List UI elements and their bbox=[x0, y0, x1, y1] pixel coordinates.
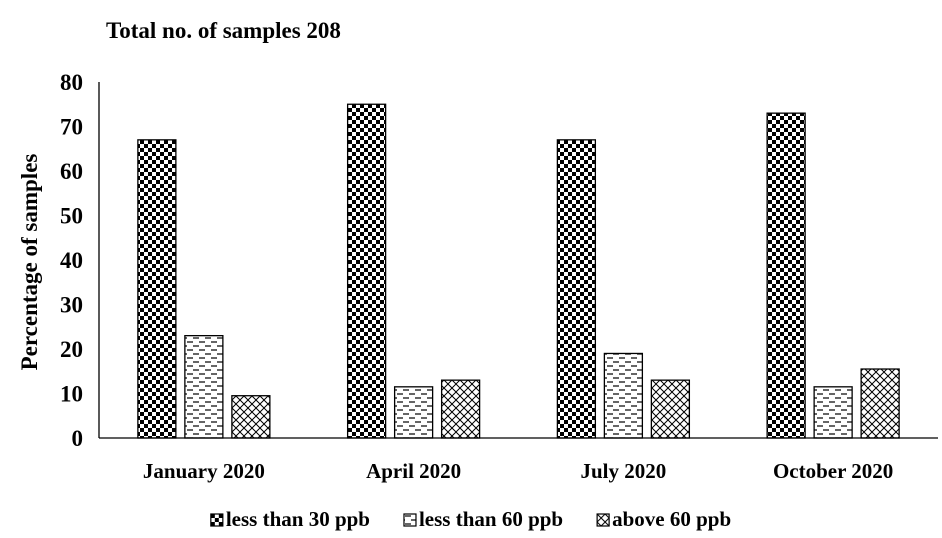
legend-item-checker: less than 30 ppb bbox=[210, 507, 370, 531]
bar-dashes-3 bbox=[813, 386, 853, 439]
chart-title: Total no. of samples 208 bbox=[106, 18, 341, 43]
bar-checker-2 bbox=[556, 139, 597, 439]
x-axis-ticks: January 2020 April 2020 July 2020 October 2… bbox=[143, 459, 893, 483]
y-tick-label: 10 bbox=[60, 382, 83, 407]
y-tick-label: 30 bbox=[60, 293, 83, 318]
legend-item-crosshatch: above 60 ppb bbox=[596, 507, 731, 531]
y-tick-label: 0 bbox=[72, 426, 84, 451]
bars bbox=[137, 103, 900, 439]
legend-swatch bbox=[403, 513, 417, 527]
y-axis-ticks: 0 10 20 30 40 50 60 70 80 bbox=[60, 70, 83, 451]
bar-crosshatch-2 bbox=[650, 379, 691, 439]
bar-dashes-2 bbox=[603, 352, 644, 439]
y-tick-label: 50 bbox=[60, 204, 83, 229]
legend-label: less than 30 ppb bbox=[226, 507, 370, 531]
bar-crosshatch-3 bbox=[860, 368, 900, 439]
legend-label: above 60 ppb bbox=[612, 507, 731, 531]
y-tick-label: 70 bbox=[60, 115, 83, 140]
bar-dashes-1 bbox=[393, 386, 434, 439]
legend-swatch bbox=[210, 513, 224, 527]
bar-checker-1 bbox=[346, 103, 387, 439]
legend: less than 30 ppb less than 60 ppb above 60… bbox=[210, 507, 731, 531]
bar-dashes-0 bbox=[184, 334, 224, 439]
y-tick-label: 60 bbox=[60, 159, 83, 184]
y-tick-label: 80 bbox=[60, 70, 83, 95]
x-tick-label: April 2020 bbox=[366, 459, 461, 483]
y-tick-label: 20 bbox=[60, 337, 83, 362]
bar-checker-0 bbox=[137, 139, 177, 439]
legend-item-dashes: less than 60 ppb bbox=[403, 507, 563, 531]
legend-label: less than 60 ppb bbox=[419, 507, 563, 531]
y-tick-label: 40 bbox=[60, 248, 83, 273]
x-tick-label: October 2020 bbox=[773, 459, 893, 483]
bar-crosshatch-0 bbox=[231, 395, 271, 439]
y-axis-label: Percentage of samples bbox=[17, 154, 42, 371]
bar-checker-3 bbox=[766, 112, 806, 439]
x-tick-label: January 2020 bbox=[143, 459, 265, 483]
legend-swatch bbox=[596, 513, 610, 527]
x-tick-label: July 2020 bbox=[580, 459, 666, 483]
bar-crosshatch-1 bbox=[440, 379, 481, 439]
